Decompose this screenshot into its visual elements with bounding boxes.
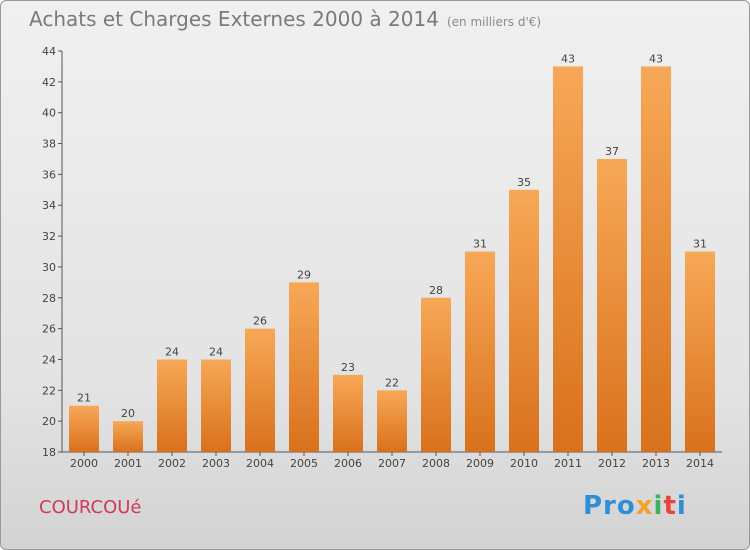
x-tick-label: 2003	[202, 457, 230, 470]
x-tick-label: 2013	[642, 457, 670, 470]
proxiti-logo: Proxiti	[583, 491, 687, 521]
x-tick-label: 2006	[334, 457, 362, 470]
x-tick-label: 2001	[114, 457, 142, 470]
y-tick-label: 40	[42, 107, 56, 120]
bar-value-label: 35	[517, 176, 531, 189]
y-tick-label: 20	[42, 415, 56, 428]
y-tick-label: 30	[42, 261, 56, 274]
bar-value-label: 24	[165, 345, 179, 358]
bar-value-label: 22	[385, 376, 399, 389]
y-tick-label: 18	[42, 446, 56, 459]
bars: 21 20 24 24 26 29 23 22 28 31 35 43 37 43 31	[69, 52, 715, 453]
axes: 18 20 22 24 26 28 30 32 34 36 38 40 42 44 2000 2001 2002…	[42, 45, 722, 470]
chart-title: Achats et Charges Externes 2000 à 2014 (e…	[29, 7, 541, 31]
x-tick-label: 2009	[466, 457, 494, 470]
y-tick-label: 32	[42, 230, 56, 243]
x-tick-label: 2011	[554, 457, 582, 470]
y-tick-label: 34	[42, 199, 56, 212]
bar-value-label: 31	[473, 238, 487, 251]
y-tick-label: 22	[42, 384, 56, 397]
y-tick-label: 26	[42, 323, 56, 336]
bar-2006	[333, 374, 363, 452]
x-tick-label: 2002	[158, 457, 186, 470]
bar-2014	[685, 251, 715, 452]
commune-name: COURCOUé	[39, 497, 142, 518]
bar-value-label: 43	[561, 52, 575, 65]
y-tick-label: 44	[42, 45, 56, 58]
y-tick-label: 28	[42, 292, 56, 305]
bar-2005	[289, 282, 319, 452]
bar-value-label: 26	[253, 315, 267, 328]
bar-value-label: 23	[341, 361, 355, 374]
bar-2012	[597, 158, 627, 452]
bar-2013	[641, 66, 671, 452]
bar-2010	[509, 189, 539, 453]
title-text: Achats et Charges Externes 2000 à 2014	[29, 7, 439, 31]
bar-value-label: 43	[649, 52, 663, 65]
x-tick-label: 2008	[422, 457, 450, 470]
bar-2007	[377, 390, 407, 452]
bar-2011	[553, 66, 583, 452]
x-tick-label: 2010	[510, 457, 538, 470]
x-tick-label: 2005	[290, 457, 318, 470]
x-tick-label: 2000	[70, 457, 98, 470]
x-tick-label: 2007	[378, 457, 406, 470]
bar-2008	[421, 297, 451, 452]
y-tick-label: 38	[42, 138, 56, 151]
bar-2001	[113, 421, 143, 452]
bar-value-label: 31	[693, 238, 707, 251]
y-tick-label: 36	[42, 168, 56, 181]
bar-value-label: 21	[77, 392, 91, 405]
bar-2003	[201, 359, 231, 452]
bar-value-label: 24	[209, 345, 223, 358]
bar-2000	[69, 405, 99, 452]
bar-value-label: 28	[429, 284, 443, 297]
y-tick-label: 42	[42, 76, 56, 89]
bar-2004	[245, 328, 275, 452]
bar-value-label: 29	[297, 268, 311, 281]
bar-2009	[465, 251, 495, 452]
bar-value-label: 20	[121, 407, 135, 420]
bar-2002	[157, 359, 187, 452]
bar-value-label: 37	[605, 145, 619, 158]
x-tick-label: 2004	[246, 457, 274, 470]
x-tick-label: 2012	[598, 457, 626, 470]
x-tick-label: 2014	[686, 457, 714, 470]
chart-subtitle: (en milliers d'€)	[446, 15, 542, 29]
y-tick-label: 24	[42, 353, 56, 366]
